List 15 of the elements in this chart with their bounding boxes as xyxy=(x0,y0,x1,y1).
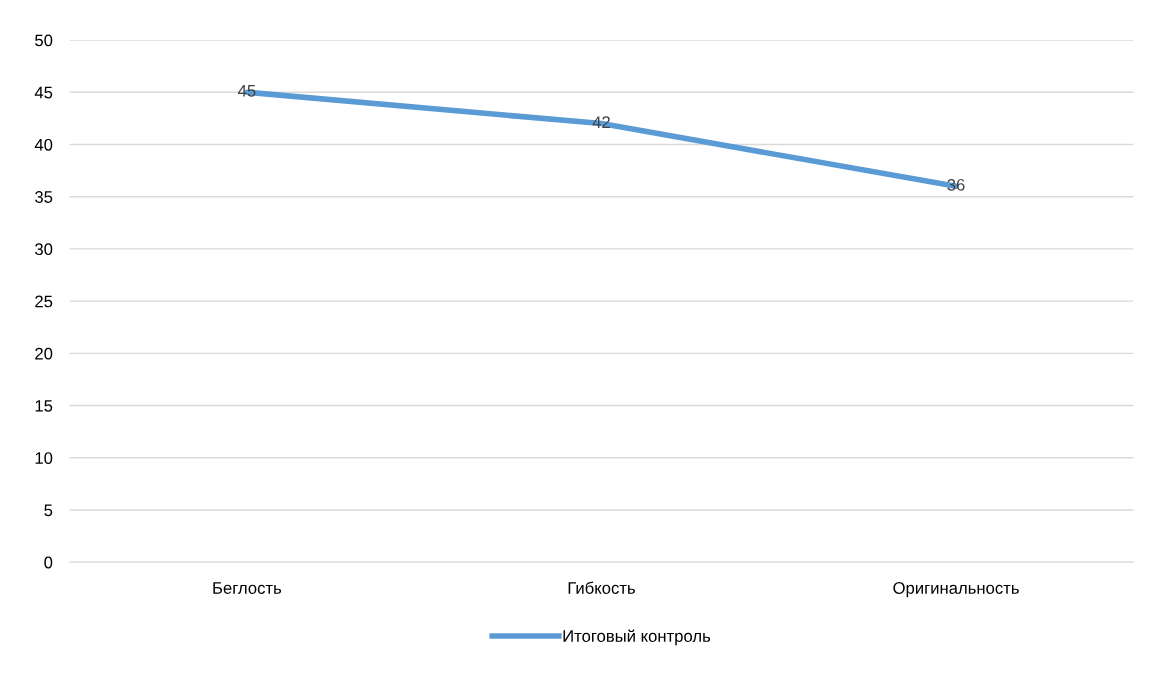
y-tick-label: 15 xyxy=(35,400,53,412)
y-tick-label: 40 xyxy=(34,138,53,151)
x-tick-label: Гибкость xyxy=(568,581,635,594)
legend-label: Итоговый контроль xyxy=(563,629,711,646)
y-tick-label: 5 xyxy=(44,504,53,517)
x-tick-label: Оригинальность xyxy=(893,582,1019,598)
y-tick-label: 30 xyxy=(35,243,53,256)
y-tick-label: 35 xyxy=(35,191,53,203)
y-tick-label: 45 xyxy=(34,86,53,99)
y-tick-label: 0 xyxy=(44,556,53,569)
y-tick-label: 10 xyxy=(35,452,53,464)
x-tick-label: Беглость xyxy=(213,582,282,594)
y-tick-label: 20 xyxy=(35,347,53,360)
y-tick-label: 25 xyxy=(35,295,53,308)
y-tick-label: 50 xyxy=(35,34,53,47)
